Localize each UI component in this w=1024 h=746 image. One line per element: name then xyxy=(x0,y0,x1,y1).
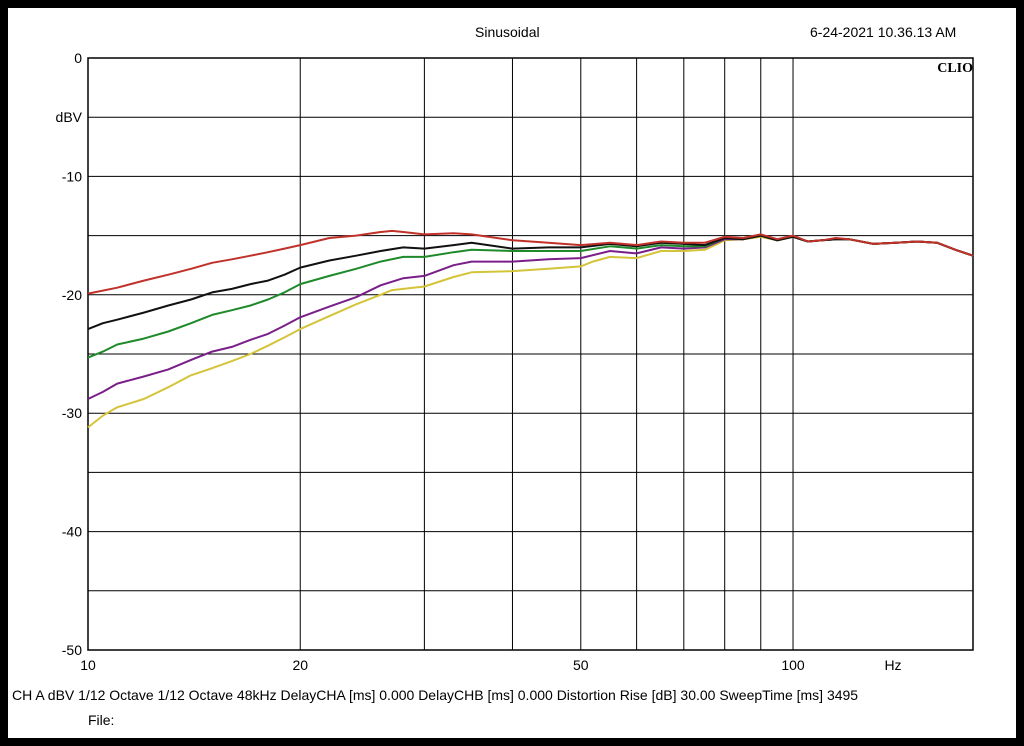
clio-logo: CLIO xyxy=(937,61,973,76)
chart-frame: Sinusoidal 6-24-2021 10.36.13 AM 0 -10 -20… xyxy=(8,8,1016,738)
chart-title: Sinusoidal xyxy=(475,24,540,40)
y-tick-label: -40 xyxy=(62,524,82,540)
y-unit-label: dBV xyxy=(56,109,83,125)
y-tick-label: -50 xyxy=(62,642,82,658)
x-tick-label: 50 xyxy=(573,657,589,673)
settings-line: CH A dBV 1/12 Octave 1/12 Octave 48kHz D… xyxy=(12,687,859,703)
y-tick-label: -20 xyxy=(62,287,82,303)
datetime-label: 6-24-2021 10.36.13 AM xyxy=(810,24,957,40)
x-tick-label: 20 xyxy=(292,657,308,673)
x-tick-label: 100 xyxy=(781,657,805,673)
x-tick-label: 10 xyxy=(80,657,96,673)
file-line: File: xyxy=(88,712,115,728)
series-line-5 xyxy=(87,229,974,295)
y-tick-label: -10 xyxy=(62,168,82,184)
plot-svg: 0 -10 -20 -30 -40 -50 dBV 10 20 50 100 Hz CLIO xyxy=(56,50,974,673)
x-unit-label: Hz xyxy=(884,657,901,673)
y-tick-label: -30 xyxy=(62,405,82,421)
plot-border xyxy=(87,57,974,651)
y-tick-label: 0 xyxy=(74,50,82,66)
